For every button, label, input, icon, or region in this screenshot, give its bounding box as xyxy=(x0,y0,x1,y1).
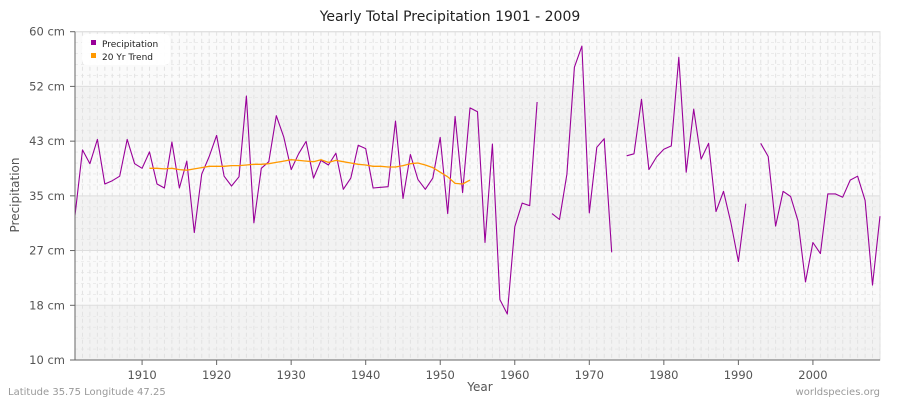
chart-title: Yearly Total Precipitation 1901 - 2009 xyxy=(319,9,581,25)
trend-swatch-icon xyxy=(91,53,96,58)
x-tick-label: 1960 xyxy=(500,368,529,382)
y-tick-label: 27 cm xyxy=(29,244,65,258)
y-tick-label: 43 cm xyxy=(29,134,65,148)
data-series xyxy=(74,45,881,315)
x-tick-label: 1950 xyxy=(426,368,455,382)
legend-trend: 20 Yr Trend xyxy=(102,53,153,63)
x-tick-label: 2000 xyxy=(798,368,827,382)
x-tick-label: 1940 xyxy=(351,368,380,382)
legend-box xyxy=(82,34,170,65)
precipitation-swatch-icon xyxy=(91,40,96,45)
x-tick-label: 1920 xyxy=(202,368,231,382)
grid-lines xyxy=(75,31,881,360)
precipitation-line xyxy=(74,45,881,315)
legend-precipitation: Precipitation xyxy=(102,40,158,50)
location-text: Latitude 35.75 Longitude 47.25 xyxy=(8,387,166,398)
legend: Precipitation 20 Yr Trend xyxy=(82,34,170,65)
x-axis-ticks: 1910 1920 1930 1940 1950 1960 1970 1980 1990 2000 xyxy=(127,360,828,382)
y-tick-label: 60 cm xyxy=(29,25,65,39)
x-tick-label: 1930 xyxy=(277,368,306,382)
x-axis-label: Year xyxy=(466,380,492,394)
y-tick-label: 35 cm xyxy=(29,189,65,203)
y-axis-label: Precipitation xyxy=(8,157,22,232)
y-tick-label: 52 cm xyxy=(29,79,65,93)
x-tick-label: 1970 xyxy=(575,368,604,382)
y-axis-ticks: 60 cm 52 cm 43 cm 35 cm 27 cm 18 cm 10 cm xyxy=(29,25,75,367)
y-tick-label: 18 cm xyxy=(29,298,65,312)
trend-line xyxy=(149,159,471,185)
x-tick-label: 1980 xyxy=(649,368,678,382)
x-tick-label: 1910 xyxy=(127,368,156,382)
x-tick-label: 1990 xyxy=(724,368,753,382)
source-text: worldspecies.org xyxy=(796,387,880,398)
y-tick-label: 10 cm xyxy=(29,353,65,367)
